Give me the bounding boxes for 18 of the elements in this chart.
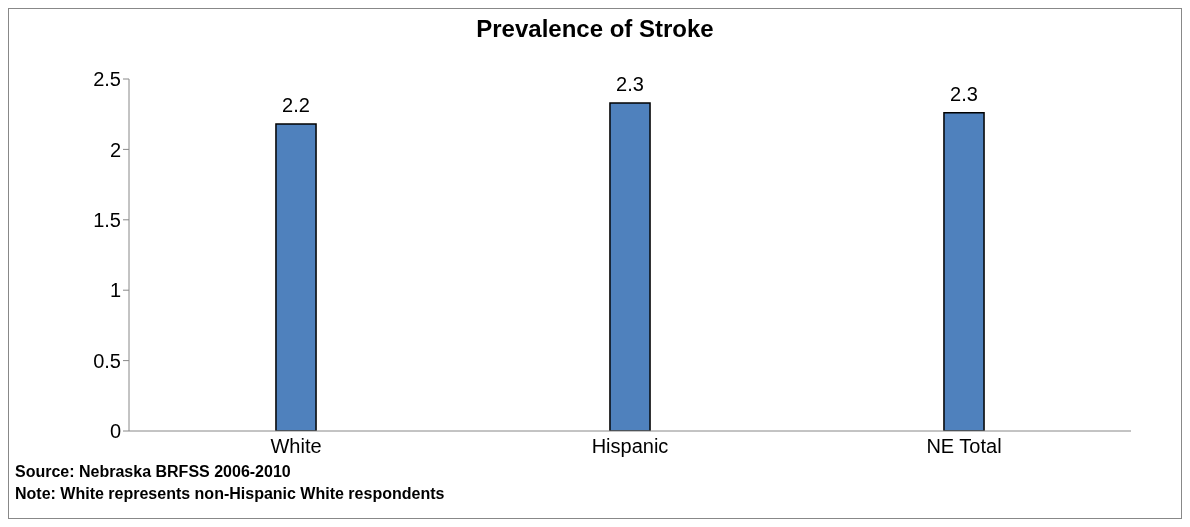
bar [943,112,985,431]
y-tick-label: 1.5 [93,208,121,231]
bar [275,123,317,431]
y-tick-label: 0 [109,420,121,443]
y-tick-label: 2 [109,138,121,161]
data-label: 2.3 [950,82,978,105]
x-tick-label: Hispanic [591,435,669,458]
x-tick-label: NE Total [926,435,1002,458]
source-note: Source: Nebraska BRFSS 2006-2010 [15,462,292,482]
y-tick-label: 0.5 [93,349,121,372]
data-label: 2.3 [616,72,644,95]
chart-title: Prevalence of Stroke [475,14,715,44]
y-tick-label: 2.5 [93,68,121,91]
text: Note: White represents non-Hispanic White respondents [15,484,446,504]
bar [609,102,651,431]
x-tick-label: White [270,435,322,458]
y-tick-label: 1 [109,279,121,302]
data-label: 2.2 [282,94,310,117]
